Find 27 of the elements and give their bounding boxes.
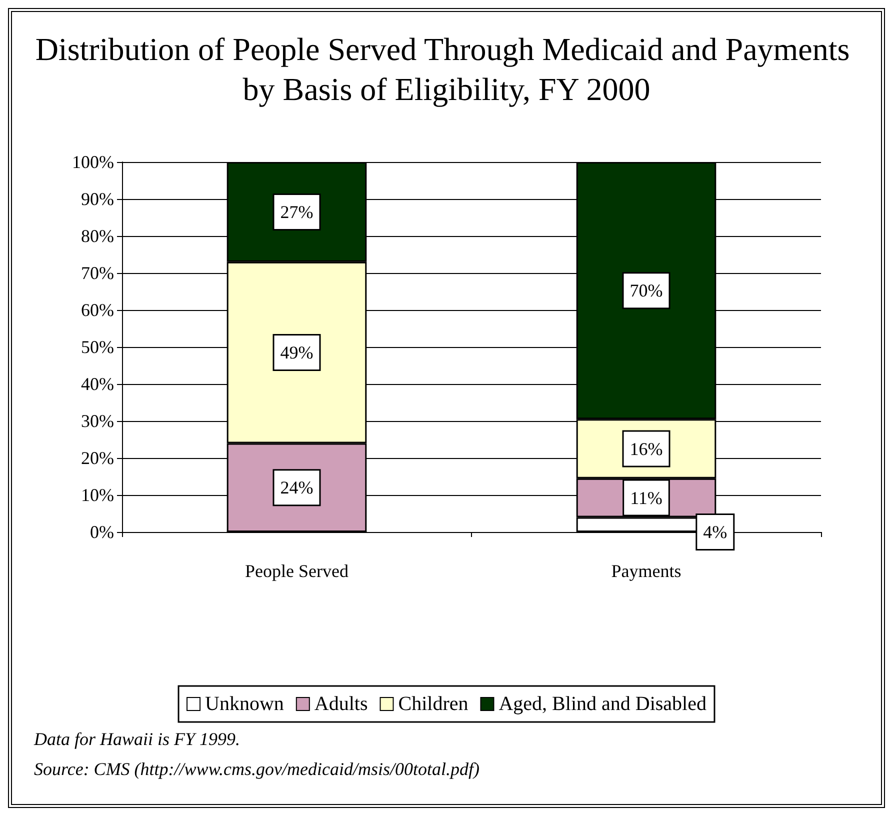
data-label: 70% bbox=[630, 280, 663, 301]
data-label: 11% bbox=[630, 488, 662, 508]
y-tick-label: 0% bbox=[90, 522, 114, 542]
source-note: Source: CMS (http://www.cms.gov/medicaid/msis/00total.pdf) bbox=[34, 758, 480, 781]
data-label: 16% bbox=[630, 438, 663, 459]
data-label: 27% bbox=[280, 202, 314, 222]
y-tick-label: 70% bbox=[81, 263, 114, 283]
legend-label: Unknown bbox=[205, 693, 284, 715]
y-tick-label: 80% bbox=[81, 226, 114, 246]
x-tick-label: Payments bbox=[611, 561, 682, 581]
y-tick-label: 40% bbox=[81, 374, 114, 394]
legend-label: Aged, Blind and Disabled bbox=[498, 693, 706, 715]
data-label: 49% bbox=[280, 342, 314, 363]
text: Data for Hawaii is FY 1999. bbox=[34, 728, 242, 751]
x-tick-label: People Served bbox=[245, 561, 348, 581]
y-tick-label: 50% bbox=[81, 337, 114, 357]
legend-label: Children bbox=[398, 693, 468, 715]
y-tick-label: 100% bbox=[72, 152, 114, 172]
data-label: 4% bbox=[703, 522, 728, 542]
data-label: 24% bbox=[280, 478, 314, 498]
y-tick-label: 30% bbox=[81, 411, 114, 431]
legend-label: Adults bbox=[314, 693, 368, 715]
y-tick-label: 10% bbox=[81, 485, 114, 505]
chart-title: Distribution of People Served Through Medicaid and Payments by Basis of Eligibility, FY 2000 bbox=[35, 31, 858, 107]
y-tick-label: 60% bbox=[81, 300, 114, 320]
y-tick-label: 20% bbox=[81, 448, 114, 468]
y-tick-label: 90% bbox=[81, 189, 114, 209]
